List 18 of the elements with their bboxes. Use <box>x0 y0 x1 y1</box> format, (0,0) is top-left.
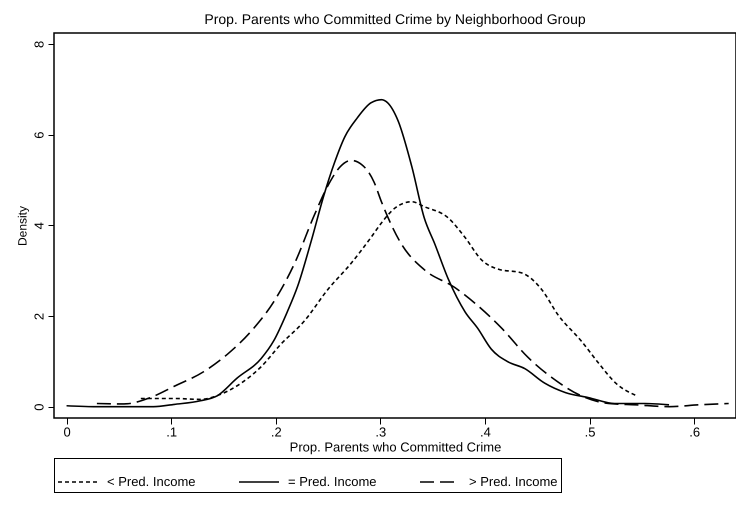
y-tick-label: 6 <box>32 131 46 139</box>
y-tick-label: 4 <box>32 222 46 230</box>
legend-label: < Pred. Income <box>107 474 196 489</box>
y-tick-label: 8 <box>32 40 46 48</box>
y-axis-title: Density <box>16 206 30 246</box>
legend-label: = Pred. Income <box>288 474 377 489</box>
x-tick-label: .1 <box>166 424 178 440</box>
x-tick-label: .5 <box>584 424 596 440</box>
x-tick-label: 0 <box>63 424 71 440</box>
x-axis-title: Prop. Parents who Committed Crime <box>290 440 502 454</box>
x-tick-label: .3 <box>375 424 386 440</box>
y-tick-label: 2 <box>32 312 46 320</box>
y-tick-label: 0 <box>32 404 46 411</box>
legend-label: > Pred. Income <box>469 474 558 489</box>
x-tick-label: .6 <box>689 424 700 440</box>
chart-title: Prop. Parents who Committed Crime by Neighborhood Group <box>204 11 586 27</box>
x-tick-label: .2 <box>270 424 282 440</box>
x-tick-label: .4 <box>480 424 491 440</box>
